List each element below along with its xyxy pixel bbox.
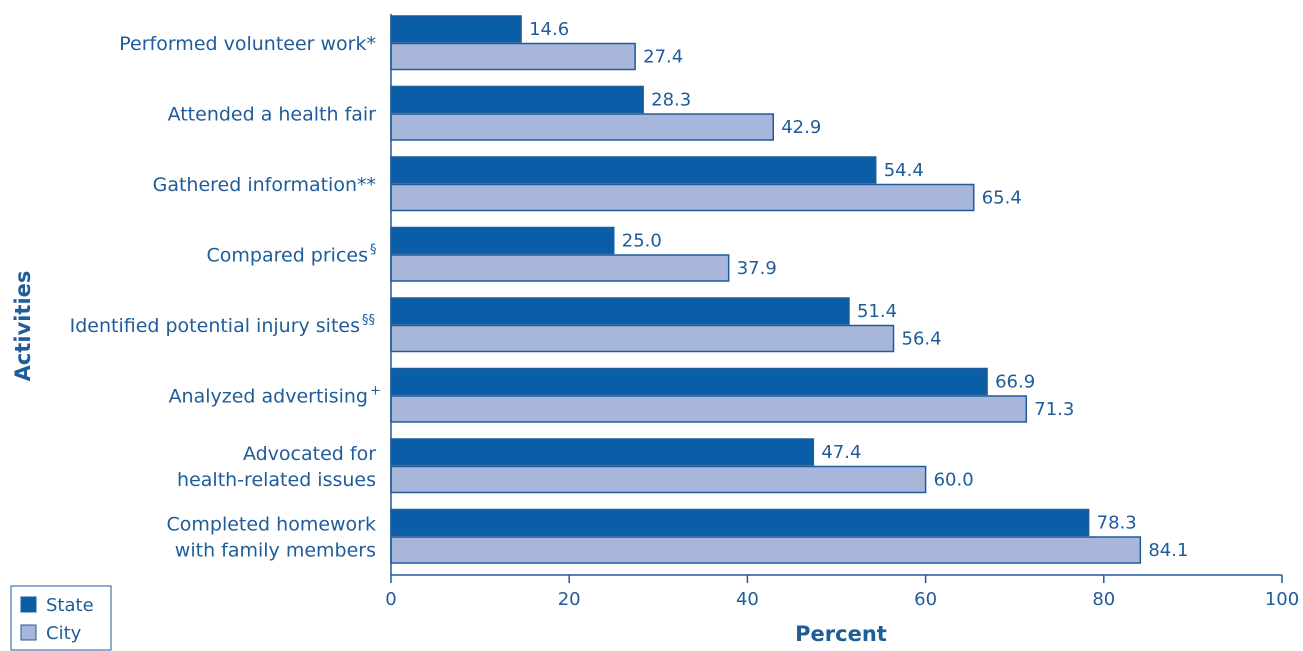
value-label-state-0: 14.6: [529, 19, 569, 40]
x-tick-label-100: 100: [1265, 589, 1299, 610]
value-label-city-4: 56.4: [902, 329, 942, 350]
bar-state-5: [390, 367, 988, 396]
bar-state-4: [390, 297, 850, 325]
bar-state-6: [390, 438, 815, 466]
value-label-city-1: 42.9: [781, 117, 821, 138]
legend-swatch-state: [20, 596, 37, 613]
bars-group: [390, 15, 1142, 564]
value-label-state-5: 66.9: [995, 372, 1035, 393]
value-label-state-7: 78.3: [1097, 513, 1137, 534]
bar-city-6: [390, 465, 927, 494]
category-label-7-line-0: Completed homework: [166, 514, 376, 536]
bar-city-2: [390, 183, 975, 212]
value-label-state-4: 51.4: [857, 301, 897, 322]
category-labels-group: Performed volunteer work* Attended a heal…: [70, 33, 381, 562]
x-tick-label-40: 40: [736, 589, 759, 610]
category-label-3-superscript: §: [370, 243, 377, 258]
value-label-city-5: 71.3: [1034, 399, 1074, 420]
x-tick-label-60: 60: [914, 589, 937, 610]
bar-state-1: [390, 85, 644, 114]
bar-state-2: [390, 156, 877, 184]
category-label-6-line-0: Advocated for: [243, 443, 376, 465]
bar-city-7: [390, 536, 1142, 564]
category-label-4: Identified potential injury sites: [70, 315, 360, 337]
value-labels-group: 14.6 27.4 28.3 42.9 54.4 65.4 25.0 37.9 51.456.4…: [529, 19, 1188, 561]
category-label-5: Analyzed advertising: [169, 386, 368, 408]
bar-state-3: [390, 226, 615, 255]
y-axis-title: Activities: [11, 271, 35, 382]
bar-city-5: [390, 395, 1028, 423]
x-tick-label-0: 0: [385, 589, 396, 610]
category-label-5-superscript: +: [370, 384, 381, 399]
legend: State City: [10, 585, 112, 651]
bar-city-1: [390, 113, 774, 141]
legend-label-state: State: [46, 595, 94, 616]
bar-city-0: [390, 42, 636, 71]
value-label-city-2: 65.4: [982, 188, 1022, 209]
category-label-6-line-1: health-related issues: [177, 469, 376, 491]
category-label-1: Attended a health fair: [168, 104, 377, 126]
value-label-city-0: 27.4: [643, 47, 683, 68]
category-label-3: Compared prices: [207, 245, 368, 267]
x-axis: 0 20 40 60 80 100: [385, 14, 1299, 610]
bar-state-7: [390, 508, 1090, 537]
x-axis-title: Percent: [795, 622, 887, 646]
value-label-city-7: 84.1: [1148, 540, 1188, 561]
bar-city-4: [390, 324, 895, 353]
legend-swatch-city: [20, 624, 37, 641]
category-label-2: Gathered information**: [153, 174, 376, 196]
category-label-7-line-1: with family members: [175, 540, 376, 562]
value-label-state-3: 25.0: [622, 231, 662, 252]
category-label-0: Performed volunteer work*: [119, 33, 376, 55]
x-tick-label-80: 80: [1092, 589, 1115, 610]
bar-city-3: [390, 254, 730, 282]
legend-box: [10, 585, 112, 651]
value-label-state-6: 47.4: [821, 442, 861, 463]
value-label-state-2: 54.4: [884, 160, 924, 181]
bar-state-0: [390, 15, 522, 43]
legend-label-city: City: [46, 623, 82, 644]
value-label-city-3: 37.9: [737, 258, 777, 279]
value-label-city-6: 60.0: [934, 470, 974, 491]
category-label-4-superscript: §§: [362, 313, 375, 328]
value-label-state-1: 28.3: [651, 90, 691, 111]
x-tick-label-20: 20: [558, 589, 581, 610]
